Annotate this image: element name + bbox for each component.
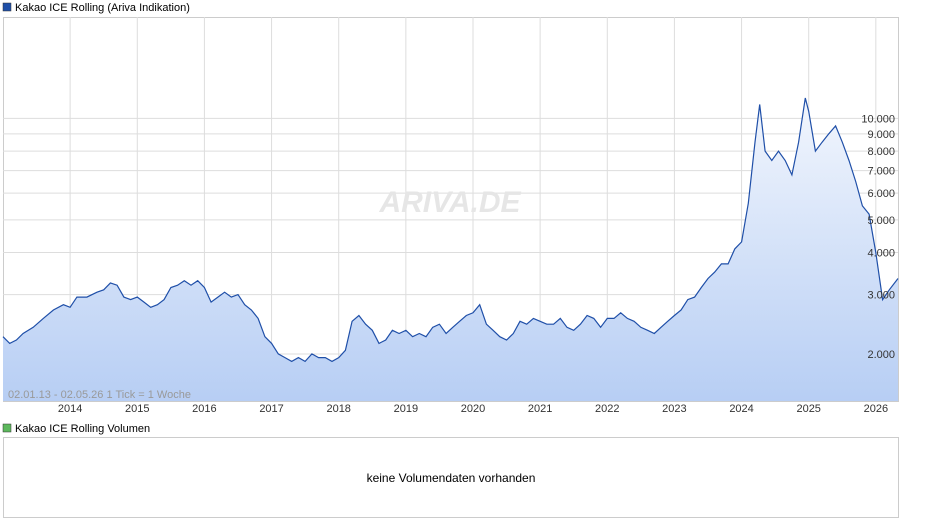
volume-legend-swatch	[2, 423, 12, 433]
legend-swatch	[2, 2, 12, 12]
x-tick-label: 2020	[461, 403, 485, 415]
range-note: 02.01.13 - 02.05.26 1 Tick = 1 Woche	[8, 389, 191, 401]
volume-legend-label: Kakao ICE Rolling Volumen	[15, 423, 150, 435]
y-tick-label: 9.000	[867, 129, 895, 141]
x-tick-label: 2018	[326, 403, 350, 415]
x-tick-label: 2019	[394, 403, 418, 415]
legend-label: Kakao ICE Rolling (Ariva Indikation)	[15, 2, 190, 14]
y-tick-label: 5.000	[867, 215, 895, 227]
y-tick-label: 7.000	[867, 166, 895, 178]
y-tick-label: 4.000	[867, 248, 895, 260]
x-tick-label: 2014	[58, 403, 82, 415]
watermark: ARIVA.DE	[378, 186, 521, 219]
x-tick-label: 2026	[864, 403, 888, 415]
x-tick-label: 2016	[192, 403, 216, 415]
x-tick-label: 2015	[125, 403, 149, 415]
y-tick-label: 8.000	[867, 146, 895, 158]
x-tick-label: 2023	[662, 403, 686, 415]
volume-message: keine Volumendaten vorhanden	[367, 471, 536, 485]
x-tick-label: 2017	[259, 403, 283, 415]
y-tick-label: 3.000	[867, 290, 895, 302]
y-tick-label: 10.000	[861, 113, 895, 125]
line	[2, 97, 899, 363]
y-tick-label: 2.000	[867, 349, 895, 361]
area	[3, 98, 898, 401]
y-tick-label: 6.000	[867, 188, 895, 200]
x-tick-label: 2021	[528, 403, 552, 415]
volume-frame	[3, 437, 899, 518]
x-tick-label: 2025	[796, 403, 820, 415]
x-tick-label: 2022	[595, 403, 619, 415]
x-tick-label: 2024	[729, 403, 753, 415]
